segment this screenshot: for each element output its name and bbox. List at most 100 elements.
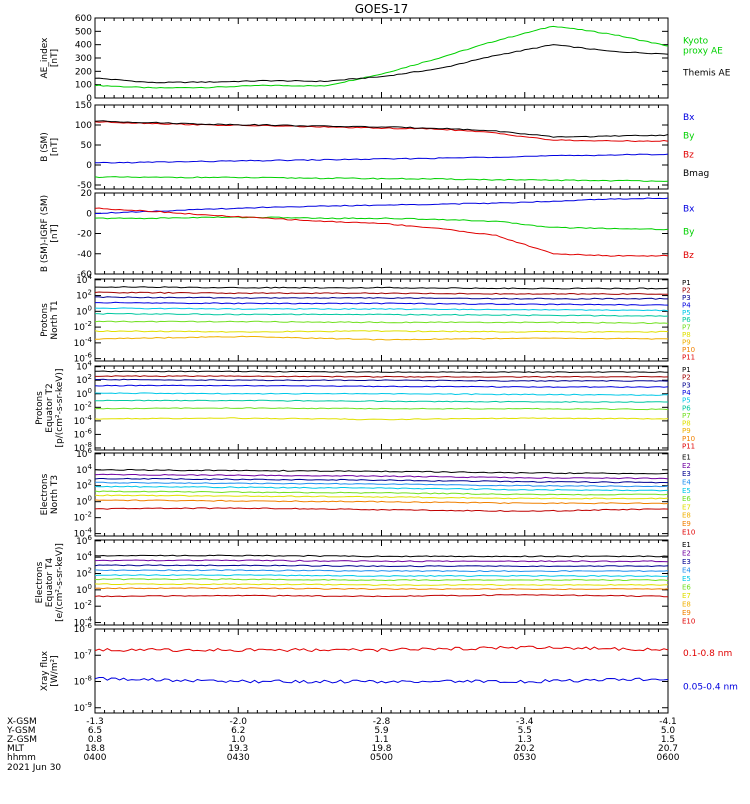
series-line-e2 xyxy=(94,559,669,563)
legend-entry: 0.05-0.4 nm xyxy=(683,682,738,692)
legend-entry: E2 xyxy=(682,462,691,470)
series-line-p8 xyxy=(94,330,669,333)
y-axis-label: AE_index xyxy=(40,37,50,79)
y-axis-label: [nT] xyxy=(50,138,60,156)
series-line-e7 xyxy=(94,494,669,500)
series-line-e5 xyxy=(94,485,669,492)
legend-entry: 0.1-0.8 nm xyxy=(683,649,732,659)
legend-entry: P8 xyxy=(682,420,691,428)
y-tick-label: 10-8 xyxy=(74,441,92,454)
y-axis-label: Xray flux xyxy=(40,650,50,691)
legend-entry: E10 xyxy=(682,617,695,625)
y-axis-label: [W/m²] xyxy=(50,655,60,686)
ephemeris-value: 0600 xyxy=(657,753,680,763)
legend-entry: P11 xyxy=(682,442,695,450)
ephemeris-value: 19.8 xyxy=(371,744,391,754)
y-tick-label: 100 xyxy=(76,583,92,596)
series-line-bmag xyxy=(94,120,669,138)
ephemeris-label: Y-GSM xyxy=(6,726,35,736)
series-line-p1 xyxy=(94,370,669,374)
y-tick-label: 102 xyxy=(76,289,92,302)
ephemeris-value: 1.1 xyxy=(374,735,388,745)
legend-entry: P4 xyxy=(682,301,691,309)
series-line-bx xyxy=(95,197,669,214)
legend-entry: E5 xyxy=(682,575,691,583)
series-line-e8 xyxy=(94,587,669,591)
y-tick-label: 100 xyxy=(75,81,92,91)
y-tick-label: 100 xyxy=(76,495,92,508)
legend-entry: E8 xyxy=(682,512,691,520)
y-tick-label: 10-4 xyxy=(74,414,93,427)
series-line-p6 xyxy=(94,312,669,317)
y-tick-label: 10-7 xyxy=(74,648,92,661)
legend-entry: Bz xyxy=(683,150,694,160)
ephemeris-value: 19.3 xyxy=(228,744,248,754)
ephemeris-value: 5.5 xyxy=(518,726,532,736)
series-line-p1 xyxy=(95,286,669,290)
y-axis-label: North T1 xyxy=(50,300,60,339)
series-line-p5 xyxy=(94,307,669,312)
legend-entry: By xyxy=(683,228,695,238)
series-line-p8 xyxy=(94,417,669,421)
y-axis-label: Equator T2 xyxy=(45,383,55,432)
y-tick-label: 106 xyxy=(76,534,92,547)
legend-entry: P6 xyxy=(682,404,691,412)
panel-frame-8 xyxy=(94,628,669,714)
series-line-e5 xyxy=(94,574,669,577)
legend-entry: E3 xyxy=(682,470,691,478)
legend-entry: E9 xyxy=(682,520,691,528)
series-line-by xyxy=(94,176,669,182)
series-line-e9 xyxy=(94,594,668,598)
ephemeris-value: 0430 xyxy=(227,753,250,763)
series-line-e1 xyxy=(94,554,669,558)
series-line-e4 xyxy=(95,481,669,488)
ephemeris-value: 1.5 xyxy=(661,735,675,745)
y-tick-label: 0 xyxy=(86,94,92,104)
series-line-e9 xyxy=(94,507,669,512)
y-axis-label: [nT] xyxy=(50,224,60,242)
y-axis-label: Protons xyxy=(40,303,50,337)
series-line-themis-ae xyxy=(94,44,669,84)
series-line-e6 xyxy=(94,578,669,582)
ephemeris-value: 0500 xyxy=(370,753,393,763)
legend-entry: E7 xyxy=(682,503,691,511)
series-line-bz xyxy=(94,121,669,143)
legend-entry: E3 xyxy=(682,558,691,566)
legend-entry: P4 xyxy=(682,389,691,397)
y-tick-label: -20 xyxy=(77,230,92,240)
ephemeris-value: 6.2 xyxy=(231,726,245,736)
ephemeris-label: hhmm xyxy=(7,753,36,763)
series-line-0-05-0-4-nm xyxy=(94,677,669,684)
y-tick-label: 100 xyxy=(75,121,92,131)
legend-entry: By xyxy=(683,132,695,142)
y-tick-label: 102 xyxy=(76,567,92,580)
y-axis-label: Protons xyxy=(35,391,45,425)
legend-entry: P11 xyxy=(682,354,695,362)
series-line-e3 xyxy=(94,564,669,568)
legend-entry: P5 xyxy=(682,309,691,317)
y-tick-label: 104 xyxy=(76,360,92,373)
ephemeris-value: 0400 xyxy=(84,753,107,763)
y-tick-label: 100 xyxy=(76,304,92,317)
y-tick-label: 106 xyxy=(76,447,92,460)
panel-frame-2 xyxy=(94,104,669,190)
series-line-bx xyxy=(94,153,669,164)
y-axis-label: [nT] xyxy=(50,49,60,67)
ephemeris-value: 18.8 xyxy=(85,744,105,754)
y-tick-label: 10-6 xyxy=(74,352,93,365)
y-tick-label: 500 xyxy=(75,27,92,37)
series-line-p2 xyxy=(94,291,668,295)
legend-entry: E7 xyxy=(682,592,691,600)
series-line-e2 xyxy=(94,473,669,480)
ephemeris-label: MLT xyxy=(7,744,25,754)
legend-entry: P1 xyxy=(682,366,691,374)
panel-frame-4 xyxy=(94,278,669,362)
ephemeris-value: 1.3 xyxy=(518,735,532,745)
series-line-e7 xyxy=(94,583,669,586)
y-tick-label: 100 xyxy=(76,387,92,400)
series-line-by xyxy=(94,216,669,231)
legend-entry: E10 xyxy=(682,528,695,536)
ephemeris-value: 20.7 xyxy=(658,744,678,754)
legend-entry: P9 xyxy=(682,339,691,347)
